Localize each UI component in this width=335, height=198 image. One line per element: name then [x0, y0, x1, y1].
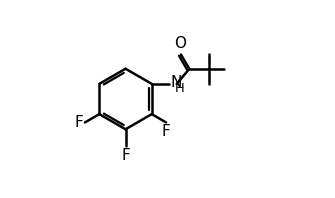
Text: F: F — [75, 115, 83, 130]
Text: N: N — [170, 75, 182, 90]
Text: H: H — [175, 82, 185, 95]
Text: F: F — [162, 124, 171, 139]
Text: O: O — [174, 36, 186, 51]
Text: F: F — [121, 148, 130, 163]
